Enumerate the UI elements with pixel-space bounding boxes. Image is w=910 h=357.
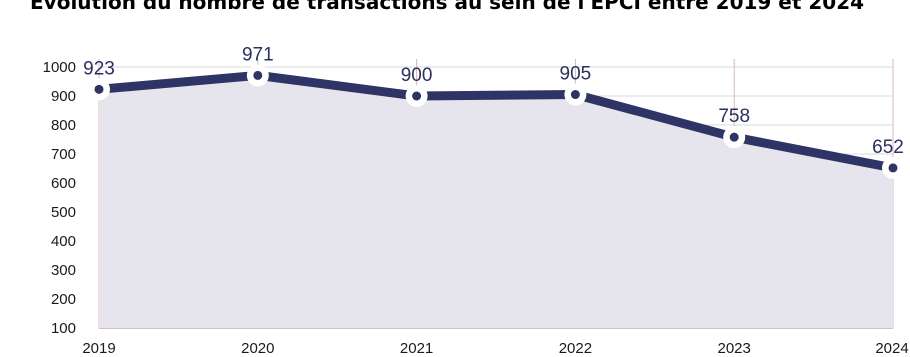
y-tick-label: 500 xyxy=(51,204,76,221)
x-tick-label: 2023 xyxy=(718,340,751,357)
data-point-2024 xyxy=(882,156,904,179)
data-label-2020: 971 xyxy=(242,44,274,65)
y-tick-label: 700 xyxy=(51,146,76,163)
data-label-2023: 758 xyxy=(718,106,750,127)
data-points xyxy=(88,64,904,179)
data-point-2023 xyxy=(723,126,746,149)
y-tick-label: 800 xyxy=(51,117,76,134)
x-tick-label: 2020 xyxy=(241,340,274,357)
chart-title: Evolution du nombre de transactions au s… xyxy=(30,0,865,14)
y-axis: 100 200 300 400 500 600 700 800 900 1000 xyxy=(43,59,76,337)
data-point-2022 xyxy=(564,83,587,106)
y-tick-label: 200 xyxy=(51,291,76,308)
series-line xyxy=(94,70,898,173)
data-label-2019: 923 xyxy=(83,58,115,79)
y-tick-label: 600 xyxy=(51,175,76,192)
y-tick-label: 1000 xyxy=(43,59,76,76)
y-tick-label: 900 xyxy=(51,88,76,105)
data-point-dot xyxy=(729,132,739,142)
y-tick-label: 400 xyxy=(51,233,76,250)
data-label-2021: 900 xyxy=(401,65,433,86)
data-point-2021 xyxy=(405,85,428,107)
x-tick-label: 2019 xyxy=(82,340,115,357)
data-point-dot xyxy=(94,84,104,94)
x-tick-label: 2022 xyxy=(559,340,592,357)
x-tick-label: 2021 xyxy=(400,340,433,357)
x-axis: 2019 2020 2021 2022 2023 2024 xyxy=(82,340,908,357)
y-tick-label: 100 xyxy=(51,320,76,337)
area-fill xyxy=(99,75,893,329)
data-point-2020 xyxy=(246,64,269,87)
data-point-dot xyxy=(570,90,580,100)
data-point-dot xyxy=(412,91,422,101)
x-tick-label: 2024 xyxy=(875,340,908,357)
data-point-dot xyxy=(888,163,898,173)
data-point-2019 xyxy=(88,78,110,101)
data-labels: 923 971 900 905 758 652 xyxy=(83,44,904,158)
data-label-2022: 905 xyxy=(560,64,592,85)
data-label-2024: 652 xyxy=(872,137,904,158)
y-tick-label: 300 xyxy=(51,262,76,279)
data-point-dot xyxy=(253,70,263,80)
